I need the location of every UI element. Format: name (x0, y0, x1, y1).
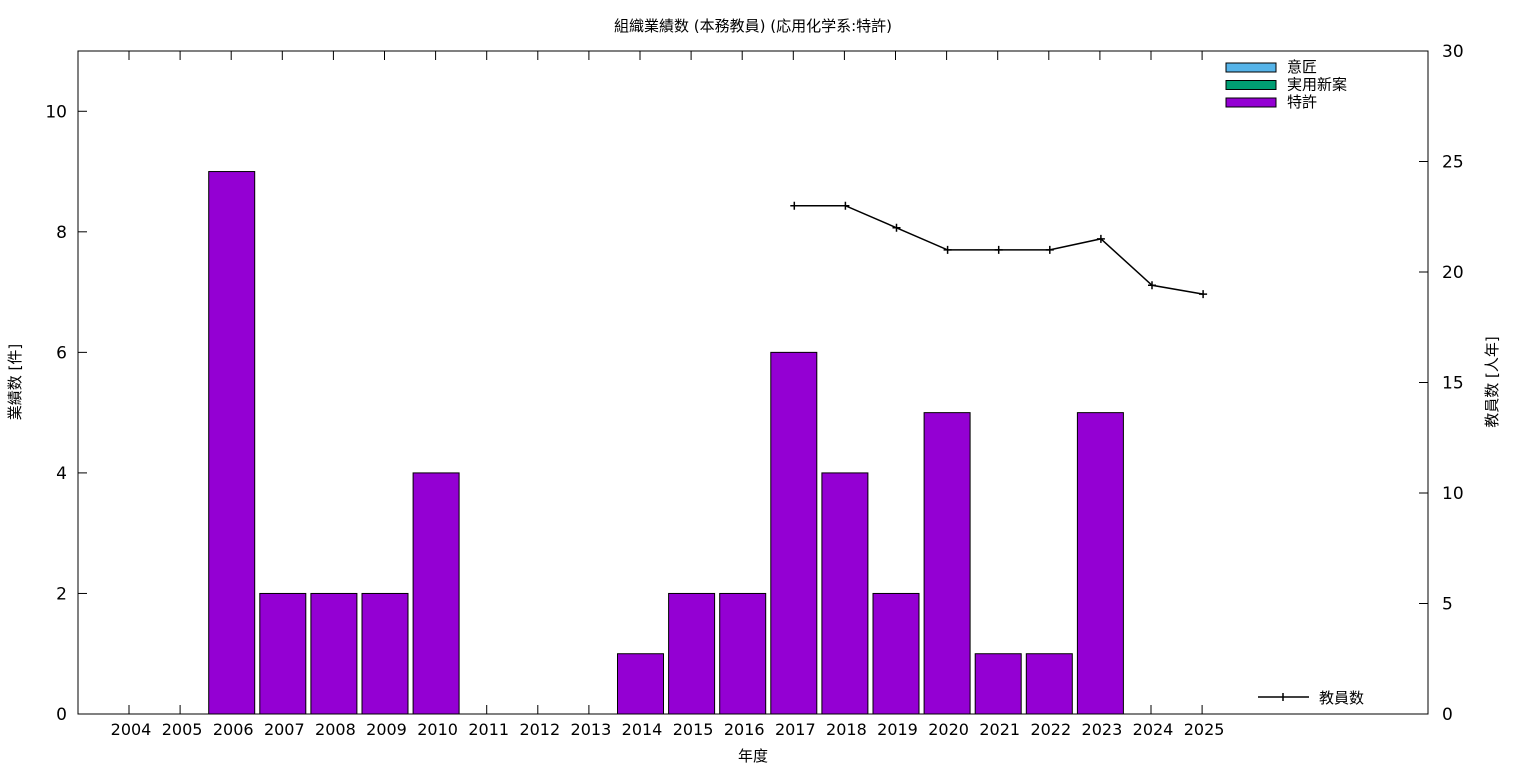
y2-axis-label: 教員数 [人年] (1483, 336, 1501, 427)
legend-label: 特許 (1287, 93, 1317, 111)
y2-tick-label: 10 (1442, 484, 1464, 504)
bar (1025, 653, 1073, 715)
x-axis-label: 年度 (738, 747, 768, 765)
bar (310, 592, 358, 715)
x-tick-label: 2018 (826, 720, 867, 739)
x-tick-label: 2025 (1184, 720, 1225, 739)
line-point (790, 201, 799, 210)
x-tick-label: 2019 (877, 720, 918, 739)
line-point (841, 201, 850, 210)
legend-line-label: 教員数 (1319, 689, 1364, 707)
line-point (1045, 245, 1054, 254)
bar (617, 653, 664, 715)
x-tick-label: 2016 (724, 720, 765, 739)
y-tick-labels: 0 2 4 6 8 10 (45, 102, 67, 725)
line-point (943, 245, 952, 254)
x-tick-label: 2010 (417, 720, 458, 739)
x-tick-label: 2017 (775, 720, 816, 739)
bar (821, 472, 869, 715)
y-axis-label: 業績数 [件] (6, 344, 24, 420)
x-tick-label: 2015 (673, 720, 714, 739)
bar (668, 592, 716, 715)
y2-tick-label: 0 (1442, 705, 1453, 725)
y2-tick-label: 15 (1442, 374, 1464, 394)
bar (208, 171, 256, 715)
x-tick-label: 2020 (928, 720, 969, 739)
x-tick-label: 2007 (264, 720, 305, 739)
legend-swatch (1225, 97, 1277, 108)
line-point (1199, 290, 1208, 299)
legend-label: 意匠 (1287, 58, 1317, 76)
bar (770, 351, 818, 715)
chart-title: 組織業績数 (本務教員) (応用化学系:特許) (614, 17, 892, 35)
x-tick-label: 2004 (111, 720, 152, 739)
line-point (892, 223, 901, 232)
y2-tick-label: 30 (1442, 42, 1464, 62)
x-tick-labels: 2004 2005 2006 2007 2008 2009 2010 2011 2012 2013… (111, 720, 1225, 739)
line-point (1148, 281, 1156, 290)
legend-label: 実用新案 (1287, 76, 1347, 94)
bar (1076, 412, 1124, 715)
y-tick-label: 6 (56, 343, 67, 363)
bar (412, 472, 460, 715)
line-series (790, 201, 1208, 299)
x-tick-label: 2021 (979, 720, 1020, 739)
y2-tick-labels: 0 5 10 15 20 25 30 (1442, 42, 1464, 725)
y-tick-label: 4 (56, 464, 67, 484)
x-tick-label: 2013 (571, 720, 612, 739)
legend-swatch (1225, 80, 1277, 90)
line-point (1096, 234, 1105, 243)
y2-tick-label: 25 (1442, 153, 1464, 173)
bar (872, 592, 920, 715)
x-tick-label: 2008 (315, 720, 356, 739)
x-tick-label: 2023 (1082, 720, 1123, 739)
y-tick-label: 2 (56, 584, 67, 604)
legend-swatch (1225, 62, 1277, 73)
bar (361, 592, 409, 715)
bars (208, 171, 1124, 715)
bar (719, 592, 767, 715)
bar (923, 412, 971, 715)
bar (974, 653, 1022, 715)
x-tick-label: 2024 (1133, 720, 1174, 739)
x-tick-label: 2011 (468, 720, 509, 739)
x-tick-label: 2009 (366, 720, 407, 739)
x-tick-label: 2014 (622, 720, 663, 739)
line-point (994, 245, 1003, 254)
y-tick-label: 10 (45, 102, 67, 122)
y2-tick-label: 5 (1442, 595, 1453, 615)
x-tick-label: 2006 (213, 720, 254, 739)
x-tick-label: 2022 (1030, 720, 1071, 739)
bar (259, 592, 307, 715)
y-tick-label: 0 (56, 705, 67, 725)
x-tick-label: 2005 (162, 720, 203, 739)
y-tick-label: 8 (56, 223, 67, 243)
x-tick-label: 2012 (519, 720, 560, 739)
y2-tick-label: 20 (1442, 263, 1464, 283)
legend-line: 教員数 (1258, 689, 1364, 707)
